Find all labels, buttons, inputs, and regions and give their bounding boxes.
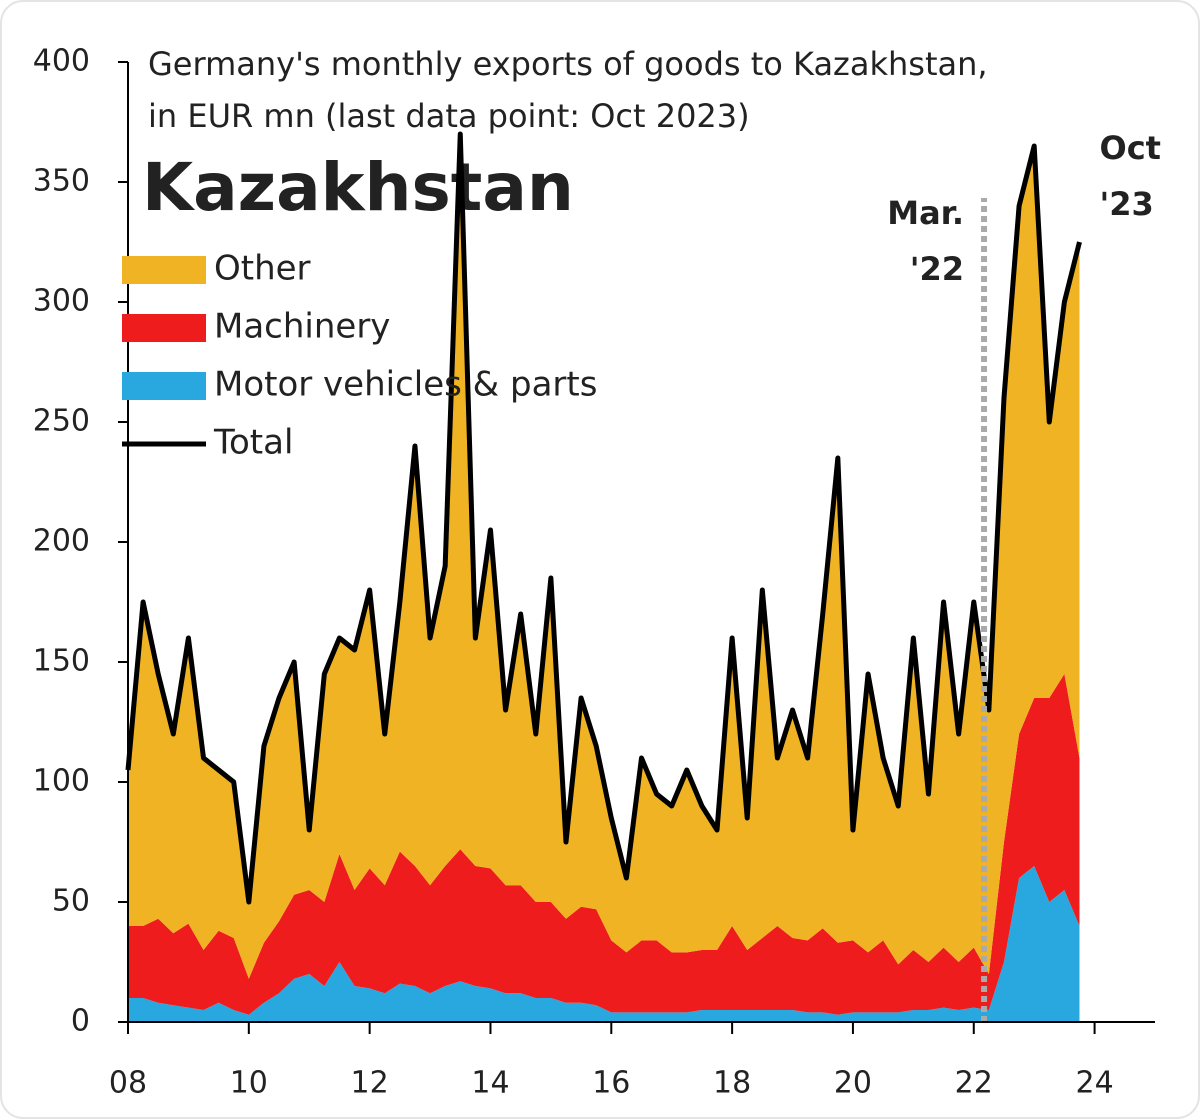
subtitle: Kazakhstan [142,149,574,226]
legend-label: Motor vehicles & parts [214,365,597,405]
x-tick-label: 10 [230,1066,268,1101]
legend-swatch [122,372,206,400]
annotation-text: Mar. [887,194,964,232]
x-tick-label: 20 [834,1066,872,1101]
x-tick-label: 18 [713,1066,751,1101]
y-tick-label: 350 [33,164,90,199]
y-tick-label: 200 [33,524,90,559]
x-tick-label: 14 [471,1066,509,1101]
x-tick-label: 08 [109,1066,147,1101]
annotation-text: '22 [910,250,964,288]
y-tick-label: 150 [33,644,90,679]
annotation-text: '23 [1099,185,1153,223]
x-tick-label: 16 [592,1066,630,1101]
annotation-text: Oct [1099,129,1160,167]
legend-label: Machinery [214,307,390,347]
x-tick-label: 24 [1075,1066,1113,1101]
legend-label: Total [213,423,293,463]
legend-swatch [122,256,206,284]
area [128,674,1080,1015]
area [128,134,1080,979]
x-tick-label: 12 [351,1066,389,1101]
y-tick-label: 400 [33,44,90,79]
y-tick-label: 0 [71,1004,90,1039]
title-line: Germany's monthly exports of goods to Ka… [148,45,988,83]
area [128,866,1080,1022]
y-tick-label: 100 [33,764,90,799]
legend-label: Other [214,249,311,289]
legend-swatch [122,314,206,342]
x-tick-label: 22 [955,1066,993,1101]
y-tick-label: 50 [52,884,90,919]
total-line [125,131,1082,905]
y-tick-label: 300 [33,284,90,319]
title-line: in EUR mn (last data point: Oct 2023) [148,97,750,135]
y-tick-label: 250 [33,404,90,439]
